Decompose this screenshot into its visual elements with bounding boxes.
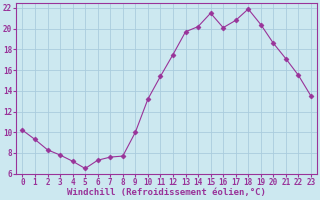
- X-axis label: Windchill (Refroidissement éolien,°C): Windchill (Refroidissement éolien,°C): [67, 188, 266, 197]
